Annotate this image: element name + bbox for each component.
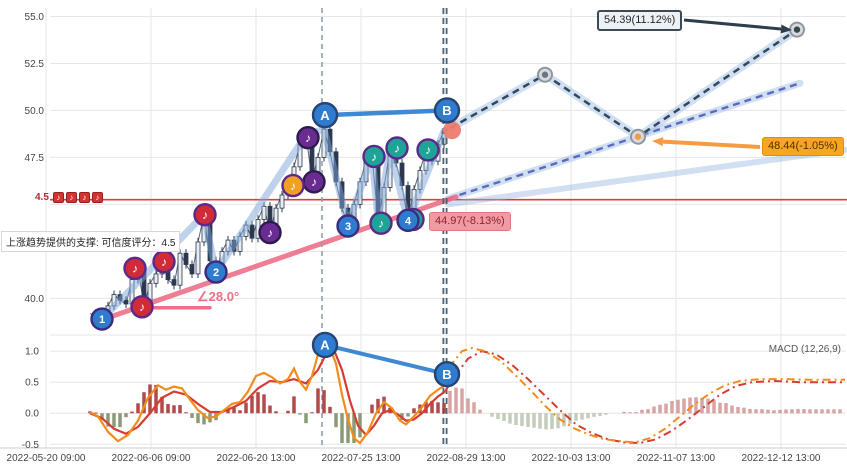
forecast-vertex-1[interactable] — [537, 66, 553, 83]
svg-text:2022-06-06 09:00: 2022-06-06 09:00 — [112, 453, 191, 464]
macd-signal-forecast — [444, 350, 845, 445]
signal-note-teal-2[interactable]: ♪ — [369, 211, 393, 235]
support-badge-icon: ♪ — [52, 192, 64, 203]
axis-labels: 55.0 52.5 50.0 47.5 40.0 1.0 0.5 0.0 -0.5 2022-05… — [7, 12, 821, 464]
svg-text:52.5: 52.5 — [25, 59, 45, 70]
ab-line-macd[interactable] — [323, 342, 449, 377]
signal-note-red-3[interactable]: ♪ — [152, 250, 176, 274]
signal-note-teal-5[interactable]: ♪ — [416, 138, 440, 162]
svg-text:♪: ♪ — [305, 131, 311, 145]
trend-support-tooltip: 上涨趋势提供的支撑: 可信度评分：4.5 — [1, 231, 181, 252]
svg-text:♪: ♪ — [290, 179, 296, 193]
svg-text:2022-08-29 13:00: 2022-08-29 13:00 — [427, 453, 506, 464]
wave-point-B-main[interactable]: B — [433, 97, 461, 124]
svg-text:♪: ♪ — [378, 217, 384, 231]
signal-note-orange-1[interactable]: ♪ — [281, 173, 305, 198]
wave-point-1[interactable]: 1 — [90, 307, 114, 331]
macd-histogram — [88, 384, 842, 444]
wave-point-A-main[interactable]: A — [311, 101, 339, 129]
support-score-badges: 4.5 ♪ ♪ ♪ ♪ — [35, 192, 103, 203]
svg-text:2022-07-25 13:00: 2022-07-25 13:00 — [322, 453, 401, 464]
svg-text:♪: ♪ — [139, 300, 145, 314]
ab-line-main[interactable] — [322, 108, 450, 118]
svg-text:B: B — [442, 103, 451, 118]
signal-note-red-2[interactable]: ♪ — [130, 295, 154, 319]
score-value: 4.5 — [35, 192, 49, 203]
svg-text:0.5: 0.5 — [25, 378, 39, 389]
svg-text:50.0: 50.0 — [25, 106, 45, 117]
signal-note-purple-1[interactable]: ♪ — [258, 220, 282, 245]
svg-text:3: 3 — [345, 221, 351, 233]
svg-text:-0.5: -0.5 — [22, 440, 40, 451]
svg-text:4: 4 — [405, 215, 412, 227]
macd-indicator-title: MACD (12,26,9) — [768, 344, 841, 355]
wave-point-B-macd[interactable]: B — [433, 360, 461, 388]
svg-text:55.0: 55.0 — [25, 12, 45, 23]
svg-text:A: A — [320, 108, 330, 123]
angle-label: ∠28.0° — [197, 289, 239, 304]
macd-fast-forecast — [444, 347, 845, 444]
svg-text:♪: ♪ — [202, 208, 208, 222]
svg-text:40.0: 40.0 — [25, 294, 45, 305]
signal-note-purple-2[interactable]: ♪ — [296, 125, 320, 150]
uptrend-support-line[interactable] — [93, 194, 459, 325]
svg-text:♪: ♪ — [161, 255, 167, 269]
svg-text:47.5: 47.5 — [25, 153, 45, 164]
signal-note-red-1[interactable]: ♪ — [123, 256, 147, 280]
svg-text:0.0: 0.0 — [25, 409, 39, 420]
wave-point-4[interactable]: 4 — [396, 208, 420, 233]
forecast-blue-dashed — [447, 82, 801, 200]
svg-text:2022-06-20 13:00: 2022-06-20 13:00 — [217, 453, 296, 464]
svg-text:2022-11-07 13:00: 2022-11-07 13:00 — [637, 453, 716, 464]
svg-text:♪: ♪ — [311, 175, 317, 189]
svg-text:♪: ♪ — [132, 262, 138, 276]
svg-text:♪: ♪ — [267, 226, 273, 240]
price-mid-label[interactable]: 48.44(-1.05%) — [762, 137, 844, 156]
signal-note-purple-3[interactable]: ♪ — [302, 170, 326, 194]
support-badge-icon: ♪ — [65, 192, 77, 203]
wave-point-A-macd[interactable]: A — [311, 331, 339, 359]
support-badge-icon: ♪ — [91, 192, 103, 203]
gridlines — [0, 8, 847, 449]
svg-text:♪: ♪ — [371, 150, 377, 164]
price-target-label[interactable]: 54.39(11.12%) — [597, 10, 683, 31]
svg-text:2022-12-12 13:00: 2022-12-12 13:00 — [742, 453, 821, 464]
price-support-label[interactable]: 44.97(-8.13%) — [429, 212, 511, 231]
forecast-navy-dashed — [449, 28, 798, 138]
svg-text:2: 2 — [213, 267, 219, 279]
svg-text:♪: ♪ — [394, 141, 400, 155]
forecast-vertex-3[interactable] — [789, 21, 805, 38]
svg-text:♪: ♪ — [425, 143, 431, 157]
svg-text:1.0: 1.0 — [25, 347, 39, 358]
svg-text:2022-10-03 13:00: 2022-10-03 13:00 — [532, 453, 611, 464]
support-badge-icon: ♪ — [78, 192, 90, 203]
forecast-band — [445, 146, 847, 208]
wave-point-2[interactable]: 2 — [204, 260, 228, 284]
svg-text:A: A — [320, 338, 330, 353]
macd-fast-line — [89, 342, 446, 445]
signal-note-teal-1[interactable]: ♪ — [362, 144, 386, 169]
forecast-projections[interactable] — [444, 25, 847, 208]
signal-note-red-4[interactable]: ♪ — [193, 203, 217, 227]
forecast-vertex-2[interactable] — [630, 128, 646, 145]
wave-point-3[interactable]: 3 — [336, 214, 360, 238]
signal-note-teal-3[interactable]: ♪ — [385, 136, 409, 160]
salmon-price-dot — [443, 121, 461, 140]
svg-text:B: B — [442, 367, 451, 382]
svg-text:1: 1 — [99, 314, 105, 326]
svg-text:2022-05-20 09:00: 2022-05-20 09:00 — [7, 453, 86, 464]
